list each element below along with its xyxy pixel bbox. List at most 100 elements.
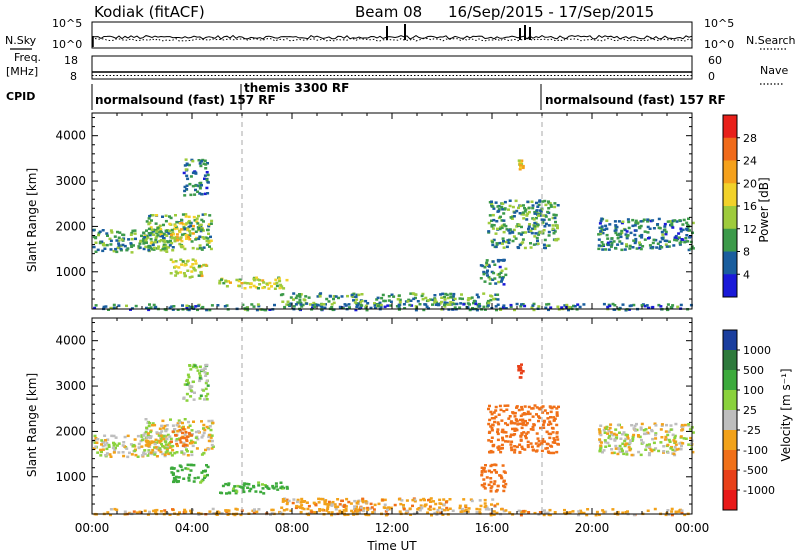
echo-cell [674, 510, 678, 514]
echo-cell [192, 224, 195, 228]
echo-cell [204, 236, 208, 239]
echo-cell [175, 220, 179, 224]
echo-cell [440, 300, 443, 304]
echo-cell [236, 484, 240, 488]
echo-cell [383, 305, 387, 309]
echo-cell [267, 487, 271, 490]
echo-cell [294, 506, 298, 510]
echo-cell [210, 434, 214, 437]
echo-cell [197, 430, 200, 433]
echo-cell [494, 232, 498, 235]
echo-cell [316, 303, 319, 307]
echo-cell [151, 214, 155, 217]
echo-cell [490, 503, 493, 506]
echo-cell [154, 236, 158, 240]
freq-tick-bottom: 8 [70, 70, 77, 83]
echo-cell [607, 243, 610, 247]
echo-cell [397, 498, 401, 501]
echo-cell [318, 295, 322, 298]
echo-cell [227, 491, 231, 494]
echo-cell [608, 304, 612, 308]
echo-cell [386, 304, 390, 307]
echo-cell [243, 281, 247, 285]
colorbar-segment [723, 350, 737, 371]
echo-cell [537, 415, 540, 418]
nave-tick-top: 60 [708, 54, 722, 67]
echo-cell [611, 508, 615, 511]
echo-cell [625, 243, 628, 246]
echo-cell [466, 298, 470, 302]
echo-cell [258, 283, 262, 286]
echo-cell [504, 273, 508, 277]
echo-cell [551, 216, 555, 220]
echo-cell [114, 446, 117, 450]
echo-cell [628, 247, 632, 250]
echo-cell [182, 452, 186, 455]
echo-cell [579, 509, 583, 513]
echo-cell [344, 507, 348, 511]
echo-cell [177, 425, 181, 428]
echo-cell [121, 451, 125, 454]
echo-cell [545, 303, 549, 306]
echo-cell [549, 451, 553, 455]
echo-cell [550, 426, 554, 430]
echo-cell [601, 248, 605, 251]
echo-cell [630, 424, 634, 427]
echo-cell [620, 426, 624, 429]
echo-cell [691, 431, 695, 434]
echo-cell [163, 424, 167, 428]
echo-cell [301, 303, 305, 307]
echo-cell [289, 296, 293, 299]
echo-cell [662, 451, 665, 454]
echo-cell [513, 415, 517, 418]
echo-cell [300, 507, 304, 510]
echo-cell [632, 433, 636, 437]
echo-cell [520, 159, 524, 162]
echo-cell [526, 410, 530, 414]
echo-cell [208, 214, 212, 217]
echo-cell [336, 498, 340, 501]
echo-cell [547, 432, 551, 436]
echo-cell [665, 423, 668, 427]
echo-cell [201, 213, 205, 216]
echo-cell [632, 303, 636, 307]
echo-cell [438, 506, 442, 509]
echo-cell [686, 240, 690, 243]
echo-cell [299, 301, 303, 305]
echo-cell [533, 221, 537, 225]
echo-cell [175, 451, 179, 454]
echo-cell [672, 452, 676, 456]
echo-cell [161, 452, 165, 456]
echo-cell [535, 413, 538, 416]
echo-cell [112, 434, 116, 438]
echo-cell [687, 248, 691, 252]
echo-cell [609, 423, 613, 426]
echo-cell [660, 424, 664, 427]
echo-cell [427, 498, 430, 502]
echo-cell [489, 477, 493, 480]
echo-cell [502, 489, 506, 493]
echo-cell [621, 303, 625, 306]
echo-region [93, 507, 690, 517]
echo-cell [678, 241, 682, 245]
echo-cell [195, 447, 199, 450]
echo-cell [627, 446, 631, 449]
echo-cell [126, 455, 130, 459]
nsearch-tick-top: 10^5 [704, 17, 734, 30]
echo-cell [365, 308, 369, 312]
echo-cell [511, 205, 515, 209]
echo-cell [200, 274, 204, 278]
echo-cell [485, 261, 489, 265]
echo-cell [261, 286, 265, 290]
echo-cell [521, 447, 525, 450]
echo-cell [543, 440, 546, 443]
y-tick-label: 1000 [55, 470, 86, 484]
echo-cell [648, 244, 652, 247]
echo-cell [492, 207, 496, 210]
echo-cell [109, 513, 112, 517]
echo-cell [198, 192, 202, 195]
echo-cell [677, 236, 681, 239]
echo-cell [643, 238, 647, 241]
echo-cell [101, 249, 105, 253]
echo-cell [429, 497, 433, 500]
